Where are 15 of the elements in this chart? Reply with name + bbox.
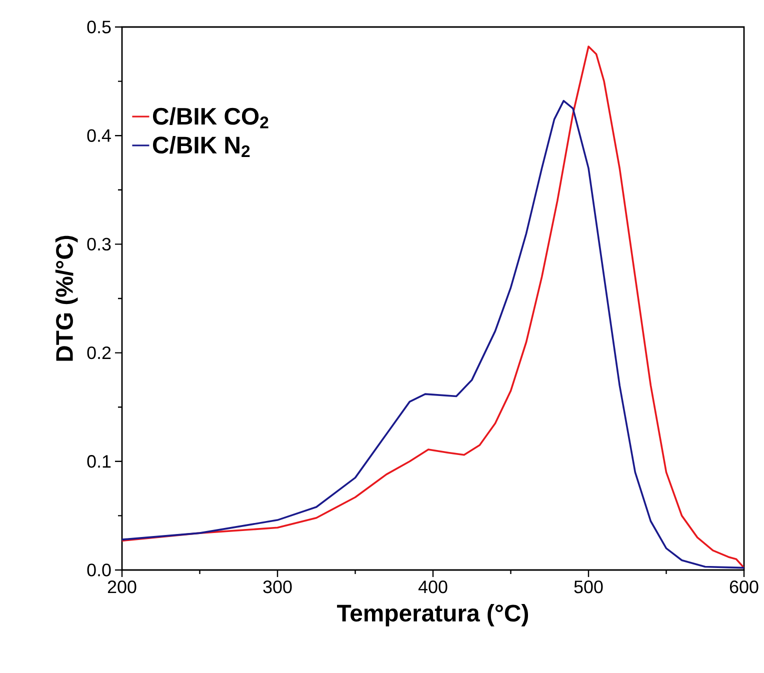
y-tick-label: 0.2 — [87, 346, 111, 360]
x-tick-label: 500 — [574, 580, 603, 594]
y-tick-label: 0.0 — [87, 564, 111, 576]
y-axis-title: DTG (%/°C) — [55, 236, 78, 361]
y-tick-label: 0.1 — [87, 455, 111, 468]
x-tick-label: 200 — [108, 580, 136, 594]
y-tick-label: 0.4 — [87, 129, 111, 142]
x-tick-label: 300 — [263, 580, 292, 594]
x-tick-label: 600 — [730, 580, 758, 594]
legend-label: C/BIK N$_{2}$ — [152, 136, 250, 158]
y-tick-label: 0.3 — [87, 238, 111, 251]
x-tick-label: 400 — [418, 580, 448, 594]
y-tick-label: 0.5 — [87, 20, 111, 34]
x-axis-title: Temperatura (°C) — [337, 604, 528, 626]
legend-label: C/BIK CO$_{2}$ — [152, 107, 268, 128]
